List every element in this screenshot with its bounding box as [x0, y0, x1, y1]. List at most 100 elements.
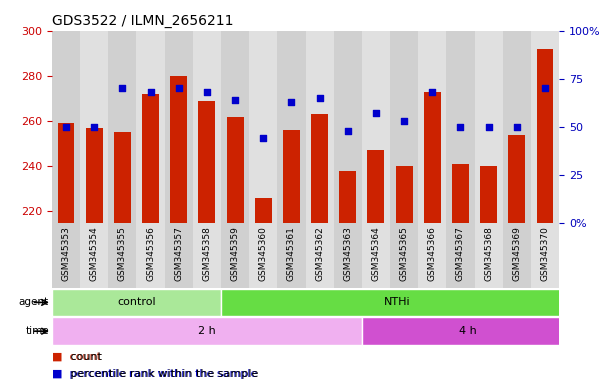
Text: NTHi: NTHi [384, 297, 411, 308]
Bar [52, 223, 80, 288]
Bar [311, 114, 328, 223]
Text: GSM345365: GSM345365 [400, 226, 409, 281]
Bar [396, 166, 412, 223]
Point [61, 124, 71, 130]
Text: GSM345360: GSM345360 [258, 226, 268, 281]
Bar [475, 31, 503, 223]
Bar [108, 223, 136, 288]
Bar [136, 31, 164, 223]
Bar [170, 76, 187, 223]
Bar [199, 101, 215, 223]
Text: 2 h: 2 h [198, 326, 216, 336]
Bar [193, 31, 221, 223]
Text: agent: agent [19, 297, 49, 308]
Text: ■  count: ■ count [52, 352, 101, 362]
Bar [114, 132, 131, 223]
Bar [52, 317, 362, 345]
Bar [221, 289, 573, 316]
Text: GSM345368: GSM345368 [484, 226, 493, 281]
Text: GSM345356: GSM345356 [146, 226, 155, 281]
Bar [418, 223, 447, 288]
Text: time: time [25, 326, 49, 336]
Text: count: count [67, 352, 102, 362]
Bar [80, 223, 108, 288]
Text: GSM345362: GSM345362 [315, 226, 324, 281]
Text: GDS3522 / ILMN_2656211: GDS3522 / ILMN_2656211 [52, 14, 233, 28]
Text: GSM345354: GSM345354 [90, 226, 99, 281]
Bar [390, 31, 418, 223]
Point [456, 124, 466, 130]
Point [89, 124, 99, 130]
Bar [306, 31, 334, 223]
Bar [108, 31, 136, 223]
Point [343, 127, 353, 134]
Bar [277, 223, 306, 288]
Bar [193, 223, 221, 288]
Bar [164, 31, 193, 223]
Point [512, 124, 522, 130]
Bar [447, 31, 475, 223]
Text: GSM345357: GSM345357 [174, 226, 183, 281]
Bar [221, 223, 249, 288]
Bar [508, 135, 525, 223]
Text: GSM345355: GSM345355 [118, 226, 127, 281]
Bar [503, 223, 531, 288]
Point [117, 85, 127, 91]
Bar [339, 171, 356, 223]
Bar [531, 31, 559, 223]
Bar [306, 223, 334, 288]
Text: GSM345364: GSM345364 [371, 226, 381, 281]
Point [540, 85, 550, 91]
Text: GSM345353: GSM345353 [62, 226, 70, 281]
Text: 4 h: 4 h [459, 326, 477, 336]
Point [202, 89, 212, 95]
Bar [164, 223, 193, 288]
Point [230, 97, 240, 103]
Bar [255, 198, 272, 223]
Bar [475, 223, 503, 288]
Bar [283, 130, 300, 223]
Text: GSM345366: GSM345366 [428, 226, 437, 281]
Text: GSM345359: GSM345359 [230, 226, 240, 281]
Bar [362, 223, 390, 288]
Bar [52, 31, 80, 223]
Bar [367, 151, 384, 223]
Bar [362, 317, 573, 345]
Bar [424, 92, 441, 223]
Bar [142, 94, 159, 223]
Bar [221, 31, 249, 223]
Bar [80, 31, 108, 223]
Bar [334, 223, 362, 288]
Bar [447, 223, 475, 288]
Point [174, 85, 184, 91]
Bar [418, 31, 447, 223]
Bar [249, 223, 277, 288]
Text: control: control [117, 297, 156, 308]
Text: GSM345367: GSM345367 [456, 226, 465, 281]
Point [399, 118, 409, 124]
Bar [227, 117, 244, 223]
Bar [390, 223, 418, 288]
Text: percentile rank within the sample: percentile rank within the sample [67, 369, 258, 379]
Bar [57, 123, 75, 223]
Text: GSM345358: GSM345358 [202, 226, 211, 281]
Bar [52, 289, 221, 316]
Bar [334, 31, 362, 223]
Bar [531, 223, 559, 288]
Point [484, 124, 494, 130]
Bar [452, 164, 469, 223]
Point [315, 95, 324, 101]
Point [371, 110, 381, 116]
Text: ■  percentile rank within the sample: ■ percentile rank within the sample [52, 369, 257, 379]
Point [428, 89, 437, 95]
Text: GSM345369: GSM345369 [512, 226, 521, 281]
Point [145, 89, 155, 95]
Bar [503, 31, 531, 223]
Bar [249, 31, 277, 223]
Point [287, 99, 296, 105]
Text: GSM345363: GSM345363 [343, 226, 353, 281]
Bar [536, 49, 554, 223]
Text: GSM345361: GSM345361 [287, 226, 296, 281]
Bar [277, 31, 306, 223]
Point [258, 135, 268, 141]
